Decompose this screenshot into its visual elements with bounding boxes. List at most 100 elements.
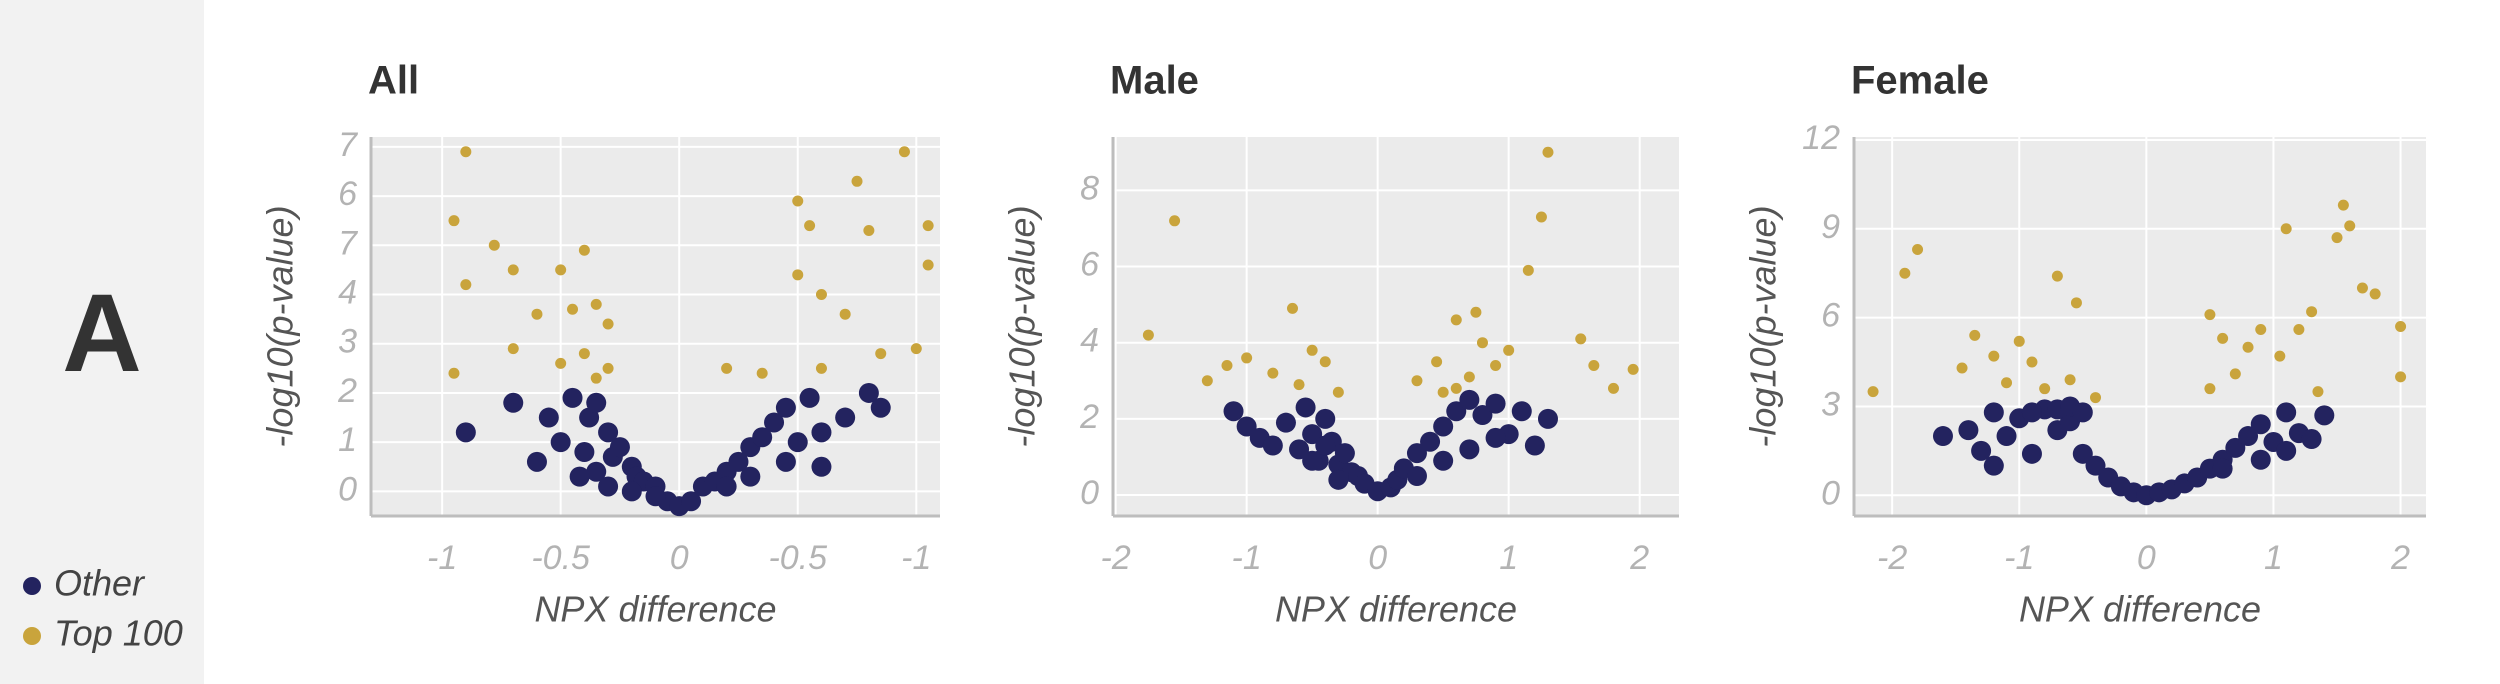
- y-tick-label: 4: [1080, 322, 1099, 360]
- point: [2250, 414, 2271, 435]
- x-axis-label: NPX difference: [2019, 589, 2261, 630]
- legend-swatch: [23, 577, 41, 595]
- chart-title: Female: [1851, 59, 1989, 103]
- point: [1262, 435, 1283, 456]
- point: [448, 367, 460, 379]
- y-tick-label: 9: [1821, 208, 1840, 246]
- point: [2312, 386, 2324, 398]
- point: [460, 279, 472, 291]
- point: [1627, 363, 1639, 375]
- point: [590, 298, 602, 310]
- point: [2250, 449, 2271, 470]
- x-tick-label: -1: [1232, 539, 1262, 577]
- point: [2255, 323, 2267, 335]
- point: [2039, 383, 2051, 395]
- point: [1450, 314, 1462, 326]
- point: [1431, 356, 1443, 368]
- point: [1472, 405, 1493, 426]
- y-tick-label: 0: [1080, 474, 1099, 512]
- point: [1463, 371, 1475, 383]
- point: [1142, 329, 1154, 341]
- y-tick-label: 4: [338, 273, 357, 311]
- y-tick-label: 2: [337, 372, 357, 410]
- plot-background: [1854, 137, 2426, 516]
- point: [764, 412, 785, 433]
- point: [787, 432, 808, 453]
- point: [1236, 416, 1257, 437]
- point: [2001, 377, 2013, 389]
- point: [1542, 146, 1554, 158]
- point: [2395, 371, 2407, 383]
- x-axis-label: NPX difference: [534, 589, 776, 630]
- point: [531, 308, 543, 320]
- x-tick-label: -1: [901, 539, 931, 577]
- point: [503, 392, 524, 413]
- point: [507, 343, 519, 355]
- point: [1334, 443, 1355, 464]
- point: [562, 387, 583, 408]
- point: [1537, 408, 1558, 429]
- point: [586, 392, 607, 413]
- point: [569, 466, 590, 487]
- point: [2356, 282, 2368, 294]
- point: [775, 397, 796, 418]
- point: [1223, 401, 1244, 422]
- point: [1969, 329, 1981, 341]
- point: [1286, 302, 1298, 314]
- point: [922, 220, 934, 232]
- y-tick-label: 6: [338, 175, 357, 213]
- point: [752, 427, 773, 448]
- point: [2085, 455, 2106, 476]
- point: [1522, 264, 1534, 276]
- y-tick-label: 1: [338, 421, 357, 459]
- point: [2301, 429, 2322, 450]
- point: [1588, 360, 1600, 372]
- point: [792, 269, 804, 281]
- point: [1971, 440, 1992, 461]
- point: [1535, 211, 1547, 223]
- point: [2276, 440, 2297, 461]
- point: [2369, 288, 2381, 300]
- legend-label: Top 100: [54, 613, 183, 654]
- point: [1221, 360, 1233, 372]
- point: [775, 451, 796, 472]
- x-tick-label: -1: [2004, 539, 2034, 577]
- point: [2013, 335, 2025, 347]
- point: [1328, 469, 1349, 490]
- point: [681, 491, 702, 512]
- point: [1575, 333, 1587, 345]
- plot-background: [1113, 137, 1679, 516]
- point: [1503, 344, 1515, 356]
- y-tick-label: 3: [1821, 385, 1840, 423]
- side-panel: [0, 0, 204, 684]
- point: [1289, 439, 1310, 460]
- point: [1983, 455, 2004, 476]
- point: [1524, 435, 1545, 456]
- point: [858, 382, 879, 403]
- point: [1485, 393, 1506, 414]
- y-tick-label: 7: [338, 126, 358, 164]
- point: [1406, 443, 1427, 464]
- point: [488, 239, 500, 251]
- point: [567, 303, 579, 315]
- point: [1315, 435, 1336, 456]
- point: [460, 146, 472, 158]
- chart-title: Male: [1110, 59, 1199, 103]
- x-tick-label: -0.5: [768, 539, 827, 577]
- point: [2072, 402, 2093, 423]
- point: [1437, 386, 1449, 398]
- y-tick-label: 12: [1802, 119, 1840, 157]
- y-tick-label: 0: [1821, 474, 1840, 512]
- point: [811, 456, 832, 477]
- point: [448, 215, 460, 227]
- point: [598, 476, 619, 497]
- point: [2225, 437, 2246, 458]
- point: [839, 308, 851, 320]
- point: [1241, 352, 1253, 364]
- point: [910, 343, 922, 355]
- point: [1956, 362, 1968, 374]
- point: [2204, 383, 2216, 395]
- point: [756, 367, 768, 379]
- point: [1511, 401, 1532, 422]
